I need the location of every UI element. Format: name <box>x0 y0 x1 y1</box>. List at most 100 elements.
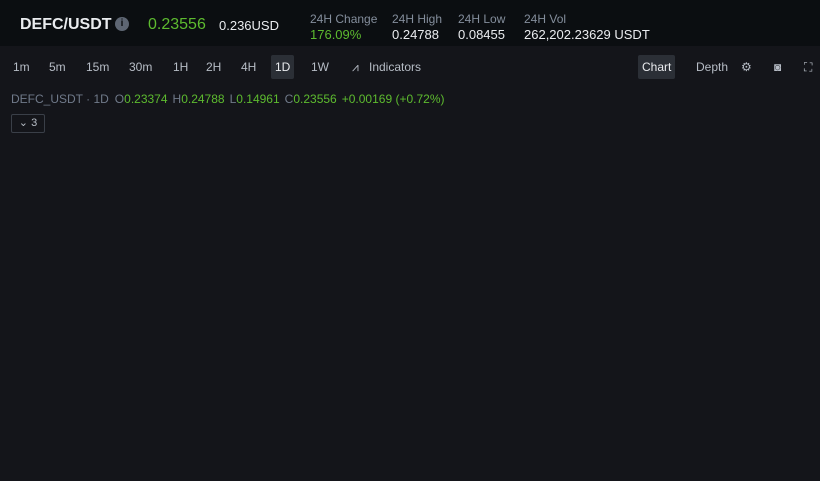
candle-body <box>277 301 283 305</box>
y-tick-label: 0.25000 <box>761 102 801 114</box>
fullscreen-icon[interactable]: ⛶ <box>804 60 813 74</box>
interval[interactable]: 5m <box>49 60 66 74</box>
interval[interactable]: 1D <box>271 55 295 79</box>
volume-bar <box>383 406 391 445</box>
stat-value: 262,202.23629 USDT <box>524 27 650 42</box>
candle-body <box>7 293 13 342</box>
volume-bar <box>39 443 47 445</box>
ohlc-label: C <box>284 92 294 106</box>
ohlc-label: O <box>114 92 125 106</box>
last-price: 0.23556 <box>148 16 206 33</box>
legend: DEFC_USDT · 1D O0.23374 H0.24788 L0.14961 C0… <box>11 92 444 106</box>
symbol: DEFC_USDT · 1D <box>11 92 109 106</box>
volume-bar <box>334 433 342 445</box>
pair: DEFC/USDT <box>20 16 112 33</box>
volume-bar <box>358 409 366 445</box>
candle-body <box>269 300 275 305</box>
candle-body <box>343 308 349 318</box>
candle-body <box>48 341 54 343</box>
depth-tab[interactable]: Depth <box>696 60 729 74</box>
volume-bar <box>367 409 375 445</box>
candle-body <box>105 280 111 294</box>
indicator-toggle[interactable]: ⌄ 3 <box>11 114 45 133</box>
candle-body <box>286 301 292 305</box>
candle-body <box>236 293 242 304</box>
interval[interactable]: 1H <box>173 60 189 74</box>
x-tick-label: May <box>352 461 373 473</box>
candle-body <box>302 303 308 305</box>
volume-bar <box>293 409 301 445</box>
volume-bar <box>260 403 268 445</box>
last-price-label: 0.23556 <box>759 120 799 132</box>
volume-bar <box>80 443 88 445</box>
chart-tab[interactable]: Chart <box>638 55 676 79</box>
candle-body <box>335 304 341 309</box>
volume-bar <box>121 380 129 445</box>
volume-bar <box>342 403 350 445</box>
candle-body <box>171 280 177 284</box>
volume-bar <box>317 433 325 445</box>
volume-bar <box>96 377 104 445</box>
volume-bar <box>63 443 71 445</box>
volume-bar <box>326 424 334 445</box>
indicators[interactable]: Indicators <box>369 60 422 74</box>
volume-bar <box>129 380 137 445</box>
interval[interactable]: 1m <box>13 60 30 74</box>
candle-body <box>81 295 87 300</box>
volume-bar <box>145 385 153 445</box>
ohlc-value: 0.23374 <box>124 92 168 106</box>
candle-body <box>392 125 398 129</box>
y-tick-label: 0.05000 <box>761 349 801 361</box>
volume-tick-label: 1M <box>761 380 776 392</box>
stat-label: 24H Change <box>310 12 378 26</box>
volume-bar <box>153 394 161 445</box>
stat-value: 176.09% <box>310 27 362 42</box>
camera-icon[interactable]: ◙ <box>774 60 782 74</box>
candle-body <box>56 340 62 342</box>
volume-bar <box>219 380 227 445</box>
candle-body <box>195 285 201 294</box>
candle-body <box>187 282 193 286</box>
interval[interactable]: 4H <box>241 60 257 74</box>
info-icon[interactable]: i <box>115 17 129 31</box>
candle-body <box>368 313 374 316</box>
volume-bar <box>309 427 317 445</box>
interval[interactable]: 15m <box>86 60 110 74</box>
candle-body <box>228 292 234 304</box>
volume-bar <box>170 385 178 445</box>
volume-bar <box>391 433 399 445</box>
candle-body <box>384 129 390 311</box>
indicator-count: 3 <box>31 117 38 129</box>
candle-body <box>359 311 365 316</box>
candle-body <box>146 280 152 284</box>
volume-bar <box>235 418 243 445</box>
settings-icon[interactable]: ⚙ <box>741 60 752 74</box>
volume-bar <box>268 409 276 445</box>
candle-body <box>23 340 29 342</box>
interval[interactable]: 30m <box>129 60 153 74</box>
x-tick-label: 11 <box>193 461 204 473</box>
ohlc-value: 0.14961 <box>236 92 280 106</box>
candle-body <box>163 282 169 284</box>
stat-value: 0.24788 <box>392 27 439 42</box>
interval[interactable]: 2H <box>206 60 222 74</box>
candle-body <box>294 303 300 305</box>
volume-bar <box>301 409 309 445</box>
candle-body <box>72 299 78 306</box>
indicator-icon: ⩘ <box>352 60 359 74</box>
volume-bar <box>227 400 235 445</box>
ohlc-label: H <box>172 92 182 106</box>
candle-body <box>113 283 119 294</box>
volume-bar <box>14 443 22 445</box>
candle-body <box>318 303 324 306</box>
logo-mark <box>15 424 35 432</box>
candle-body <box>261 300 267 304</box>
volume-bar <box>6 443 14 445</box>
x-tick-label: 13 <box>709 461 721 473</box>
y-tick-label: 0.10000 <box>761 287 801 299</box>
candle-body <box>310 303 316 305</box>
candle-body <box>97 280 103 289</box>
last-price-box <box>752 116 806 135</box>
interval[interactable]: 1W <box>311 60 329 74</box>
